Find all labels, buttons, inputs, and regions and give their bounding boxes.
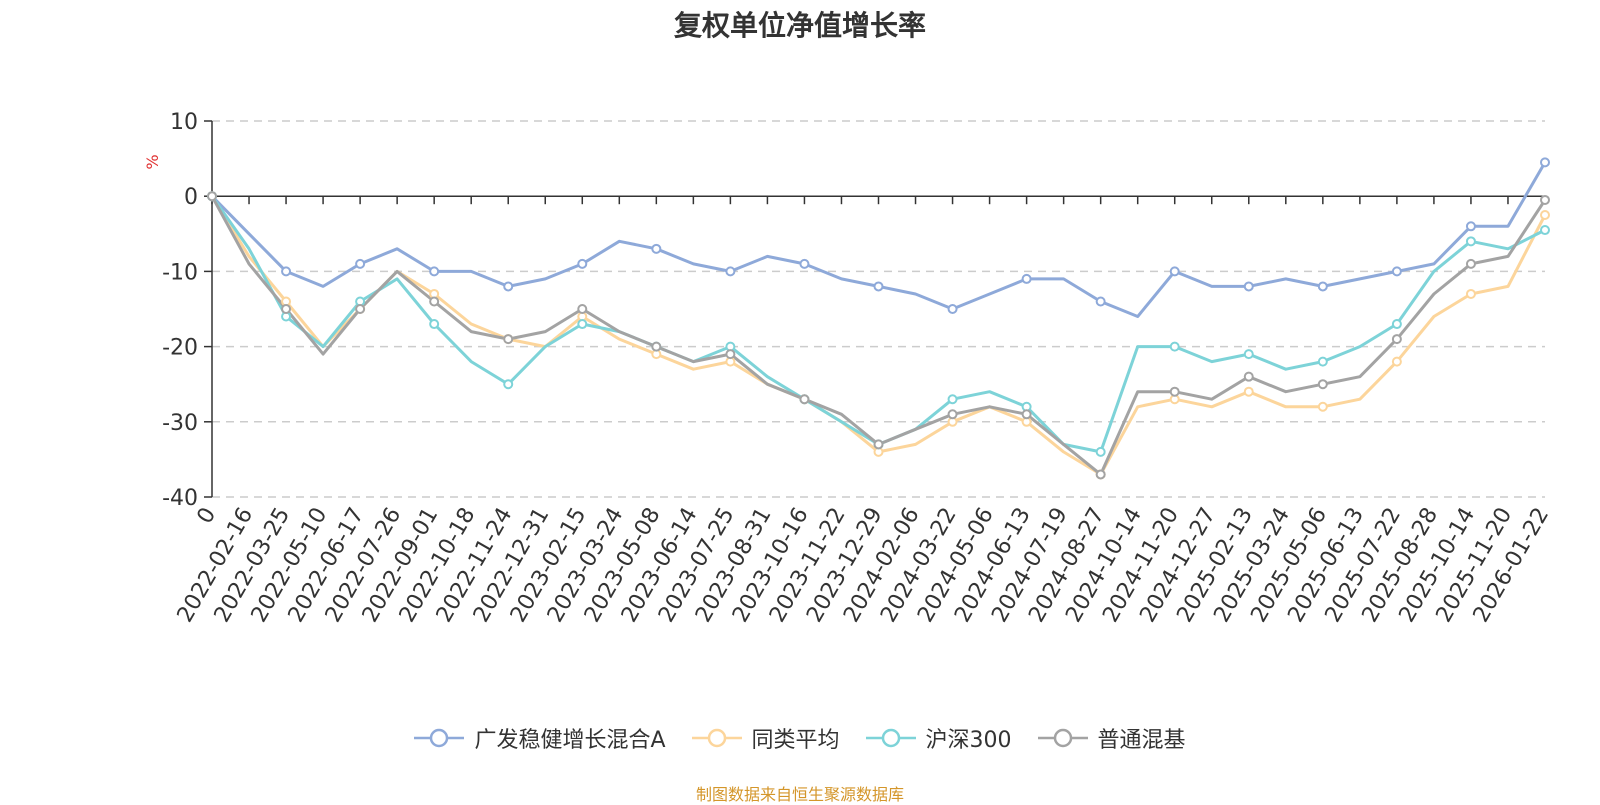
y-tick-label: -20 <box>162 336 198 361</box>
legend-marker-0 <box>414 728 465 748</box>
series-point-3 <box>429 296 440 307</box>
legend-dot <box>430 728 449 748</box>
y-tick-label: 10 <box>170 110 198 135</box>
series-point-1 <box>1540 210 1550 220</box>
series-point-0 <box>873 281 884 292</box>
series-point-3 <box>1465 258 1476 269</box>
series-point-3 <box>1540 194 1550 205</box>
y-tick-label: -30 <box>162 411 198 436</box>
series-point-2 <box>1169 341 1180 352</box>
series-point-3 <box>503 334 514 345</box>
legend-item-2[interactable]: 沪深300 <box>865 722 1012 754</box>
legend-label-0: 广发稳健增长混合A <box>474 728 666 753</box>
series-line-1 <box>210 195 1547 476</box>
series-point-3 <box>799 394 810 405</box>
series-point-3 <box>1021 409 1032 420</box>
series-point-0 <box>355 258 366 269</box>
axis-layer <box>204 120 1546 498</box>
series-point-2 <box>1095 446 1106 457</box>
y-tick-label: -40 <box>162 486 198 511</box>
legend-marker-1 <box>691 728 742 748</box>
x-tick-label: 0 <box>193 504 222 529</box>
source-note: 制图数据来自恒生聚源数据库 <box>695 785 904 804</box>
legend-item-1[interactable]: 同类平均 <box>691 722 840 754</box>
series-point-2 <box>577 319 588 330</box>
series-point-0 <box>651 243 662 254</box>
y-tick-label: -10 <box>162 260 198 285</box>
series-point-0 <box>947 304 958 314</box>
legend-label-1: 同类平均 <box>751 728 840 753</box>
series-layer <box>207 157 1550 480</box>
series-point-0 <box>799 258 810 269</box>
series-point-0 <box>503 281 514 292</box>
legend-item-0[interactable]: 广发稳健增长混合A <box>414 722 666 754</box>
series-point-3 <box>1095 469 1106 480</box>
series-point-0 <box>1317 281 1328 292</box>
series-point-0 <box>1465 221 1476 232</box>
series-point-0 <box>1095 296 1106 307</box>
series-point-1 <box>1317 401 1328 412</box>
series-point-3 <box>355 304 366 314</box>
series-point-0 <box>429 266 440 277</box>
series-point-0 <box>1169 266 1180 277</box>
series-line-2 <box>210 195 1546 454</box>
series-point-0 <box>1243 281 1254 292</box>
legend: 广发稳健增长混合A 同类平均 沪深300 普通混基 <box>0 722 1600 754</box>
series-point-3 <box>1391 334 1402 345</box>
legend-marker-2 <box>865 728 916 748</box>
legend-dot <box>1053 728 1072 748</box>
series-point-3 <box>1169 386 1180 397</box>
series-line-0 <box>210 161 1547 318</box>
series-point-2 <box>429 319 440 330</box>
series-point-3 <box>651 341 662 352</box>
series-point-2 <box>1465 236 1476 247</box>
legend-dot <box>707 728 726 748</box>
series-point-3 <box>1243 371 1254 382</box>
series-point-1 <box>1465 288 1476 299</box>
series-point-3 <box>725 349 736 360</box>
series-point-2 <box>1391 319 1402 330</box>
series-point-2 <box>503 379 514 390</box>
legend-dot <box>881 728 900 748</box>
series-point-2 <box>1243 349 1254 360</box>
series-point-1 <box>1243 386 1254 397</box>
series-point-0 <box>281 266 292 277</box>
series-point-3 <box>873 439 884 450</box>
chart-title: 复权单位净值增长率 <box>673 9 926 42</box>
label-layer: 100-10-20-30-40%02022-02-162022-03-25202… <box>143 110 1554 627</box>
legend-marker-3 <box>1037 728 1088 748</box>
series-point-0 <box>1540 157 1550 168</box>
y-axis-label: % <box>143 154 162 169</box>
series-line-3 <box>210 195 1547 476</box>
legend-label-2: 沪深300 <box>925 728 1012 753</box>
series-point-0 <box>577 258 588 269</box>
series-point-3 <box>577 304 588 314</box>
legend-label-3: 普通混基 <box>1097 728 1186 753</box>
series-point-0 <box>1391 266 1402 277</box>
series-point-3 <box>281 304 292 314</box>
series-point-3 <box>947 409 958 420</box>
series-point-0 <box>1021 273 1032 284</box>
y-tick-label: 0 <box>184 185 198 210</box>
legend-item-3[interactable]: 普通混基 <box>1037 722 1186 754</box>
series-point-1 <box>1391 356 1402 367</box>
grid-layer <box>212 120 1545 498</box>
series-point-2 <box>1317 356 1328 367</box>
series-point-2 <box>947 394 958 405</box>
line-chart: 100-10-20-30-40%02022-02-162022-03-25202… <box>143 110 1554 627</box>
series-point-0 <box>725 266 736 277</box>
series-point-3 <box>207 191 217 202</box>
series-point-2 <box>1540 225 1550 236</box>
series-point-3 <box>1317 379 1328 390</box>
